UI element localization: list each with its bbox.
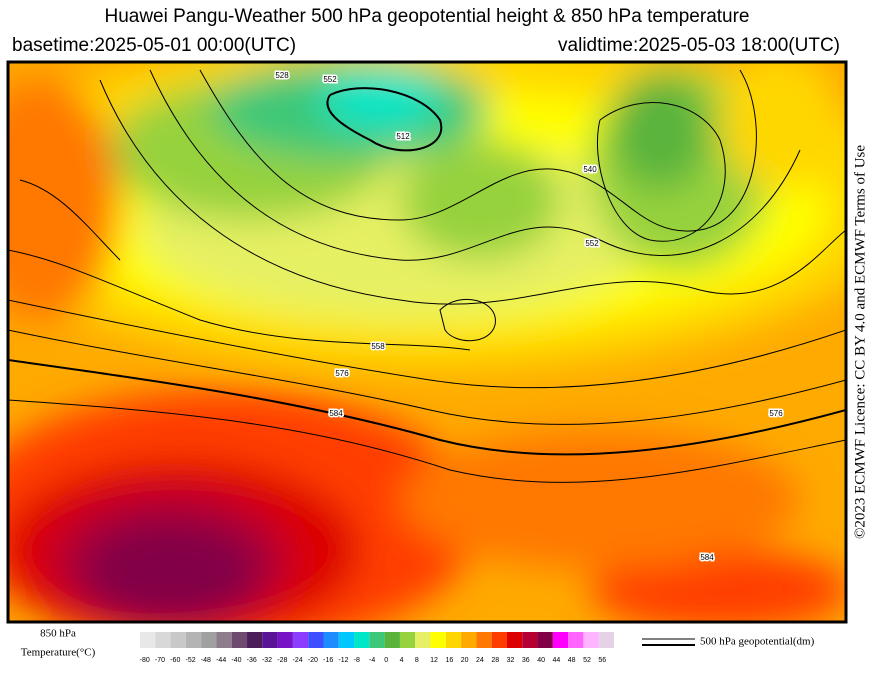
contour-label: 528 bbox=[275, 71, 289, 80]
legend-line-label: 500 hPa geopotential(dm) bbox=[700, 636, 815, 648]
basetime: basetime:2025-05-01 00:00(UTC) bbox=[12, 35, 296, 56]
colorbar-label: 12 bbox=[430, 657, 438, 664]
color-swatch bbox=[292, 632, 309, 648]
color-swatch bbox=[308, 632, 324, 648]
color-swatch bbox=[583, 632, 599, 648]
contour-label: 540 bbox=[583, 165, 597, 174]
legend-title: 850 hPa bbox=[40, 628, 76, 640]
contour-label: 558 bbox=[371, 342, 385, 351]
color-swatch bbox=[384, 632, 400, 648]
colorbar-label: 40 bbox=[537, 657, 545, 664]
color-swatch bbox=[369, 632, 385, 648]
colorbar-label: -40 bbox=[231, 657, 241, 664]
colorbar-label: 20 bbox=[461, 657, 469, 664]
colorbar-label: -12 bbox=[338, 657, 348, 664]
contour-label: 576 bbox=[335, 369, 349, 378]
colorbar-label: 24 bbox=[476, 657, 484, 664]
legend-subtitle: Temperature(°C) bbox=[21, 647, 96, 659]
color-swatch bbox=[461, 632, 477, 648]
color-swatch bbox=[506, 632, 523, 648]
colorbar-label: 16 bbox=[445, 657, 453, 664]
color-swatch bbox=[231, 632, 248, 648]
colorbar-label: -4 bbox=[369, 657, 375, 664]
contour-label: 584 bbox=[700, 553, 714, 562]
colorbar-label: -16 bbox=[323, 657, 333, 664]
colorbar-label: -36 bbox=[247, 657, 257, 664]
credit: ©2023 ECMWF Licence: CC BY 4.0 and ECMWF… bbox=[852, 145, 868, 539]
contour-label: 584 bbox=[329, 409, 343, 418]
color-swatch bbox=[491, 632, 507, 648]
color-swatch bbox=[277, 632, 293, 648]
colorbar-label: -28 bbox=[277, 657, 287, 664]
contour-label: 540 bbox=[583, 165, 597, 174]
contour-label: 576 bbox=[769, 409, 783, 418]
colorbar-label: -8 bbox=[354, 657, 360, 664]
color-swatch bbox=[552, 632, 569, 648]
colorbar-label: 4 bbox=[400, 657, 404, 664]
color-swatch bbox=[537, 632, 553, 648]
contour-label: 576 bbox=[335, 369, 349, 378]
color-swatch bbox=[155, 632, 171, 648]
color-swatch bbox=[140, 632, 156, 648]
colorbar-label: -60 bbox=[170, 657, 180, 664]
color-swatch bbox=[430, 632, 446, 648]
map-frame bbox=[6, 60, 848, 624]
contour-label: 552 bbox=[585, 239, 599, 248]
contour-label: 576 bbox=[769, 409, 783, 418]
colorbar-label: 28 bbox=[491, 657, 499, 664]
contour-label: 552 bbox=[585, 239, 599, 248]
color-swatch bbox=[522, 632, 538, 648]
colorbar-label: 8 bbox=[415, 657, 419, 664]
colorbar-label: -44 bbox=[216, 657, 226, 664]
colorbar-label: -52 bbox=[186, 657, 196, 664]
validtime: validtime:2025-05-03 18:00(UTC) bbox=[558, 35, 840, 56]
color-swatch bbox=[415, 632, 431, 648]
title: Huawei Pangu-Weather 500 hPa geopotentia… bbox=[104, 6, 749, 27]
contour-label: 512 bbox=[396, 132, 410, 141]
colorbar-label: -20 bbox=[308, 657, 318, 664]
color-swatch bbox=[445, 632, 462, 648]
color-swatch bbox=[476, 632, 492, 648]
contour-label: 584 bbox=[700, 553, 714, 562]
map bbox=[8, 62, 846, 622]
colorbar-label: -80 bbox=[140, 657, 150, 664]
contour-label: 552 bbox=[323, 75, 337, 84]
contour-label: 584 bbox=[329, 409, 343, 418]
color-swatch bbox=[201, 632, 217, 648]
color-swatch bbox=[170, 632, 186, 648]
colorbar-label: 44 bbox=[552, 657, 560, 664]
colorbar-label: 36 bbox=[522, 657, 530, 664]
colorbar-label: 52 bbox=[583, 657, 591, 664]
color-swatch bbox=[216, 632, 232, 648]
contour-label: 528 bbox=[275, 71, 289, 80]
contour-label: 558 bbox=[371, 342, 385, 351]
colorbar-label: -32 bbox=[262, 657, 272, 664]
colorbar-label: 0 bbox=[384, 657, 388, 664]
colorbar-label: 56 bbox=[598, 657, 606, 664]
colorbar-label: -24 bbox=[293, 657, 303, 664]
color-swatch bbox=[598, 632, 614, 648]
colorbar-label: -48 bbox=[201, 657, 211, 664]
colorbar-label: -70 bbox=[155, 657, 165, 664]
color-swatch bbox=[399, 632, 416, 648]
color-swatch bbox=[247, 632, 263, 648]
color-swatch bbox=[568, 632, 584, 648]
colorbar-label: 32 bbox=[507, 657, 515, 664]
color-swatch bbox=[323, 632, 339, 648]
contour-label: 512 bbox=[396, 132, 410, 141]
color-swatch bbox=[262, 632, 278, 648]
color-swatch bbox=[185, 632, 202, 648]
contour-label: 552 bbox=[323, 75, 337, 84]
color-swatch bbox=[354, 632, 370, 648]
color-swatch bbox=[338, 632, 355, 648]
colorbar-label: 48 bbox=[568, 657, 576, 664]
